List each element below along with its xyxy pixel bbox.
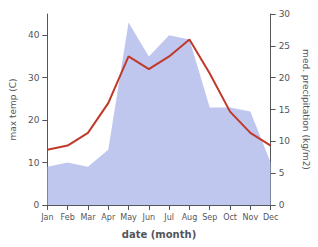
svg-text:20: 20 bbox=[279, 73, 291, 83]
svg-text:May: May bbox=[120, 213, 137, 222]
svg-text:Jan: Jan bbox=[40, 213, 53, 222]
svg-text:Oct: Oct bbox=[223, 213, 237, 222]
svg-text:Sep: Sep bbox=[202, 213, 217, 222]
svg-text:0: 0 bbox=[34, 200, 40, 210]
svg-text:30: 30 bbox=[279, 9, 291, 19]
svg-text:max temp (C): max temp (C) bbox=[8, 78, 18, 140]
svg-text:10: 10 bbox=[279, 136, 291, 146]
svg-text:Aug: Aug bbox=[182, 213, 198, 222]
svg-text:med. precipitation (kg/m2): med. precipitation (kg/m2) bbox=[301, 49, 311, 170]
svg-text:Jun: Jun bbox=[142, 213, 156, 222]
svg-text:5: 5 bbox=[279, 168, 285, 178]
svg-text:30: 30 bbox=[28, 73, 40, 83]
svg-text:Feb: Feb bbox=[61, 213, 75, 222]
svg-text:10: 10 bbox=[28, 158, 40, 168]
svg-text:0: 0 bbox=[279, 200, 285, 210]
svg-text:Apr: Apr bbox=[101, 213, 116, 222]
svg-text:20: 20 bbox=[28, 115, 40, 125]
svg-text:Jul: Jul bbox=[163, 213, 174, 222]
svg-text:date (month): date (month) bbox=[122, 229, 196, 240]
svg-text:25: 25 bbox=[279, 41, 290, 51]
svg-text:Nov: Nov bbox=[243, 213, 259, 222]
svg-text:Mar: Mar bbox=[80, 213, 96, 222]
svg-text:40: 40 bbox=[28, 30, 40, 40]
svg-text:15: 15 bbox=[279, 105, 290, 115]
svg-text:Dec: Dec bbox=[263, 213, 278, 222]
